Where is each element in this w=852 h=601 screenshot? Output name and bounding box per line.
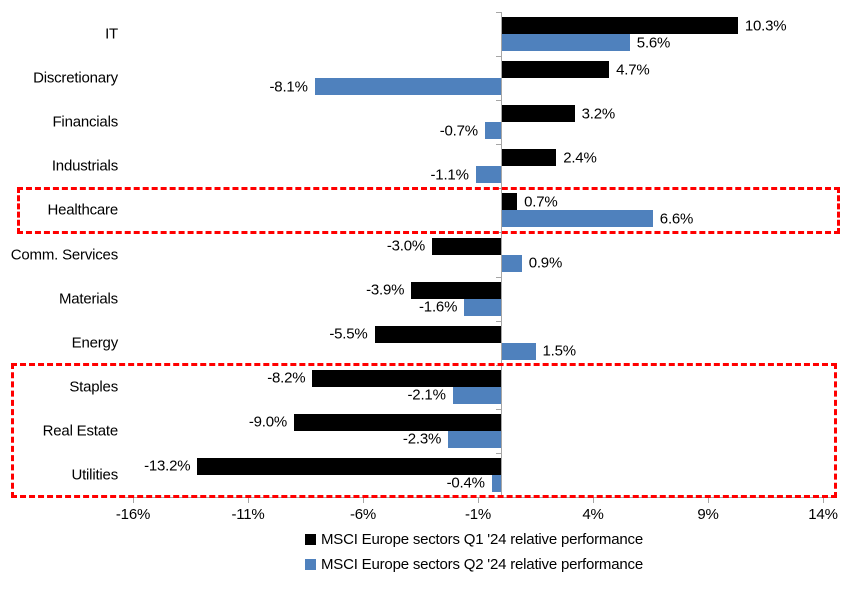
x-axis-tick	[708, 497, 709, 503]
bar-q1-real-estate	[294, 413, 501, 431]
legend-item-q2: MSCI Europe sectors Q2 '24 relative perf…	[305, 556, 643, 573]
bar-q2-comm-services	[501, 254, 522, 272]
bar-q1-industrials	[501, 149, 557, 167]
legend-label-q2: MSCI Europe sectors Q2 '24 relative perf…	[321, 556, 643, 573]
bar-q1-comm-services	[432, 237, 501, 255]
x-axis-tick	[478, 497, 479, 503]
value-label-q1: -3.9%	[366, 281, 405, 299]
bar-q1-staples	[312, 369, 501, 387]
x-axis-tick-label: -11%	[231, 506, 265, 523]
x-axis-tick	[593, 497, 594, 503]
legend-label-q1: MSCI Europe sectors Q1 '24 relative perf…	[321, 531, 643, 548]
value-label-q2: 1.5%	[542, 342, 577, 360]
bar-q2-utilities	[491, 474, 501, 492]
highlight-box-2	[11, 363, 837, 499]
bar-q2-financials	[484, 122, 501, 140]
x-axis-tick	[133, 497, 134, 503]
bar-q1-it	[501, 17, 738, 35]
bar-q2-energy	[501, 342, 536, 360]
value-label-q2: -8.1%	[269, 78, 308, 96]
bar-q1-financials	[501, 105, 575, 123]
bar-q1-healthcare	[501, 193, 518, 211]
value-label-q1: -9.0%	[248, 413, 287, 431]
x-axis-tick	[823, 497, 824, 503]
category-label: Real Estate	[42, 422, 119, 440]
category-label: Materials	[58, 290, 118, 308]
x-axis-tick	[248, 497, 249, 503]
value-label-q2: -1.6%	[419, 298, 458, 316]
value-label-q1: 10.3%	[744, 17, 787, 35]
value-label-q2: 5.6%	[636, 34, 671, 52]
value-label-q2: -0.7%	[439, 122, 478, 140]
value-label-q1: 3.2%	[581, 105, 616, 123]
x-axis-tick-label: 4%	[582, 506, 604, 523]
legend-swatch-q2-icon	[305, 559, 317, 570]
x-axis-tick	[363, 497, 364, 503]
y-axis-tick	[496, 276, 502, 278]
category-label: Discretionary	[33, 69, 118, 87]
highlight-box-1	[17, 186, 840, 234]
bar-q2-it	[501, 34, 630, 52]
x-axis-tick-label: -6%	[349, 506, 377, 523]
y-axis-tick	[496, 144, 502, 146]
y-axis-tick	[496, 452, 502, 454]
value-label-q2: -2.3%	[402, 430, 442, 448]
y-axis-tick	[496, 56, 502, 58]
value-label-q1: -5.5%	[329, 325, 368, 343]
category-label: Energy	[71, 334, 119, 352]
y-axis-tick	[496, 12, 502, 13]
value-label-q1: 0.7%	[524, 193, 558, 211]
x-axis-tick-label: 14%	[808, 506, 838, 523]
bar-q1-discretionary	[501, 61, 610, 79]
y-axis-line	[501, 12, 502, 497]
legend-item-q1: MSCI Europe sectors Q1 '24 relative perf…	[305, 531, 643, 548]
value-label-q2: -2.1%	[407, 386, 446, 404]
value-label-q2: 6.6%	[659, 210, 694, 228]
category-label: Industrials	[51, 157, 118, 175]
y-axis-tick	[496, 408, 502, 410]
bar-q2-discretionary	[314, 78, 501, 96]
y-axis-tick	[496, 100, 502, 102]
x-axis-tick-label: -16%	[115, 506, 151, 523]
value-label-q2: -1.1%	[430, 166, 469, 184]
category-label: Staples	[69, 378, 118, 396]
bar-q1-utilities	[197, 457, 501, 475]
value-label-q2: -0.4%	[446, 474, 485, 492]
y-axis-tick	[496, 320, 502, 322]
value-label-q1: 4.7%	[616, 61, 650, 79]
category-label: IT	[105, 25, 118, 43]
bar-q2-real-estate	[448, 430, 501, 448]
bar-q2-industrials	[475, 166, 501, 184]
category-label: Healthcare	[47, 201, 118, 219]
value-label-q2: 0.9%	[528, 254, 563, 272]
value-label-q1: -3.0%	[386, 237, 425, 255]
bar-q2-staples	[452, 386, 501, 404]
bar-q2-healthcare	[501, 210, 653, 228]
legend-swatch-q1-icon	[305, 534, 317, 545]
category-label: Utilities	[71, 466, 118, 484]
legend: MSCI Europe sectors Q1 '24 relative perf…	[96, 531, 852, 573]
bar-q1-materials	[411, 281, 501, 299]
x-axis-tick-label: 9%	[697, 506, 719, 523]
bar-q1-energy	[374, 325, 501, 343]
value-label-q1: -8.2%	[267, 369, 306, 387]
x-axis-tick-label: -1%	[464, 506, 492, 523]
value-label-q1: 2.4%	[563, 149, 597, 167]
category-label: Financials	[52, 113, 118, 131]
category-label: Comm. Services	[10, 246, 118, 263]
bar-q2-materials	[464, 298, 501, 316]
value-label-q1: -13.2%	[144, 457, 191, 475]
